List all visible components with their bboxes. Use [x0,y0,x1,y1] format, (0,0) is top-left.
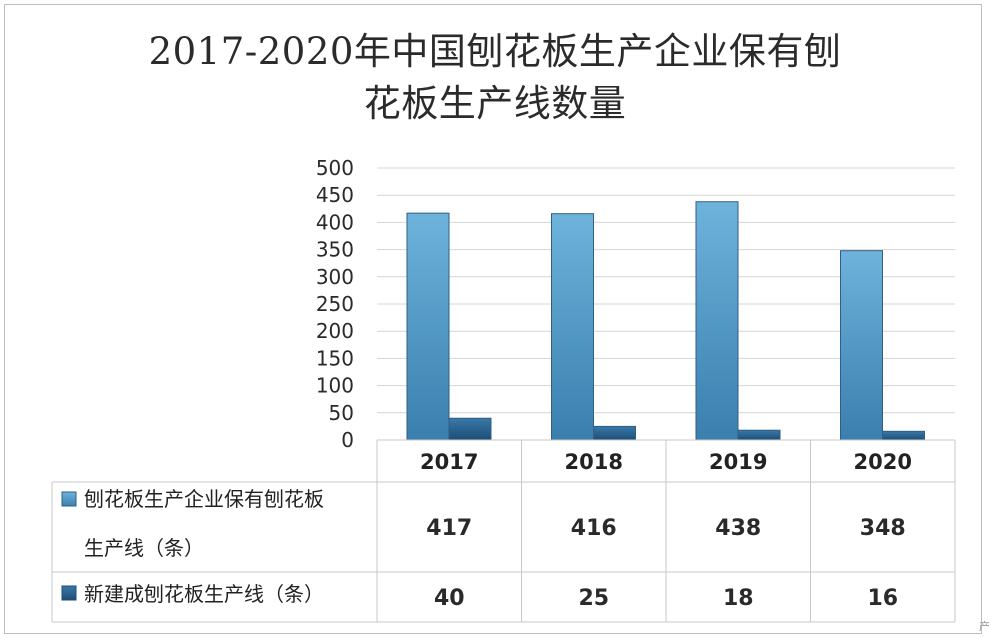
y-tick-label: 200 [316,319,354,343]
y-tick-label: 100 [316,374,354,398]
data-label-new: 25 [578,586,609,611]
legend-swatch-total [61,491,77,507]
y-axis: 0 50 100 150 200 250 300 350 400 450 500 [316,156,354,452]
data-label-new: 18 [723,586,754,611]
legend-label-total-line1: 刨花板生产企业保有刨花板 [84,487,324,511]
bar-total-2017 [406,212,450,441]
x-tick-label: 2017 [420,450,478,474]
legend-label-total-line2: 生产线（条） [84,536,204,560]
data-label-total: 348 [860,516,906,541]
y-tick-label: 150 [316,346,354,370]
data-label-total: 416 [571,516,617,541]
x-tick-label: 2018 [565,450,623,474]
y-tick-label: 300 [316,265,354,289]
chart-frame [4,4,982,634]
chart-title-line2: 花板生产线数量 [363,82,627,125]
bar-new-2019 [737,429,781,441]
bars [406,201,925,441]
y-tick-label: 50 [329,401,354,425]
y-tick-label: 450 [316,183,354,207]
legend-swatch-new [61,585,77,601]
watermark-mark: 产 [979,620,990,633]
data-label-total: 438 [715,516,761,541]
bar-total-2019 [695,201,739,441]
x-tick-label: 2019 [709,450,767,474]
chart-title-line1: 2017-2020年中国刨花板生产企业保有刨 [148,30,842,73]
legend-label-new: 新建成刨花板生产线（条） [84,582,324,606]
y-tick-label: 250 [316,292,354,316]
bar-total-2018 [551,213,594,441]
data-label-new: 16 [867,586,898,611]
bar-new-2017 [448,417,492,441]
data-label-new: 40 [434,586,465,611]
chart-title: 2017-2020年中国刨花板生产企业保有刨 花板生产线数量 [0,26,990,130]
bar-total-2020 [840,250,883,441]
bar-new-2020 [882,430,925,441]
y-tick-label: 0 [341,428,354,452]
y-tick-label: 500 [316,156,354,180]
y-tick-label: 400 [316,210,354,234]
bar-new-2018 [593,425,636,441]
x-tick-label: 2020 [854,450,912,474]
data-label-total: 417 [426,516,472,541]
y-tick-label: 350 [316,238,354,262]
